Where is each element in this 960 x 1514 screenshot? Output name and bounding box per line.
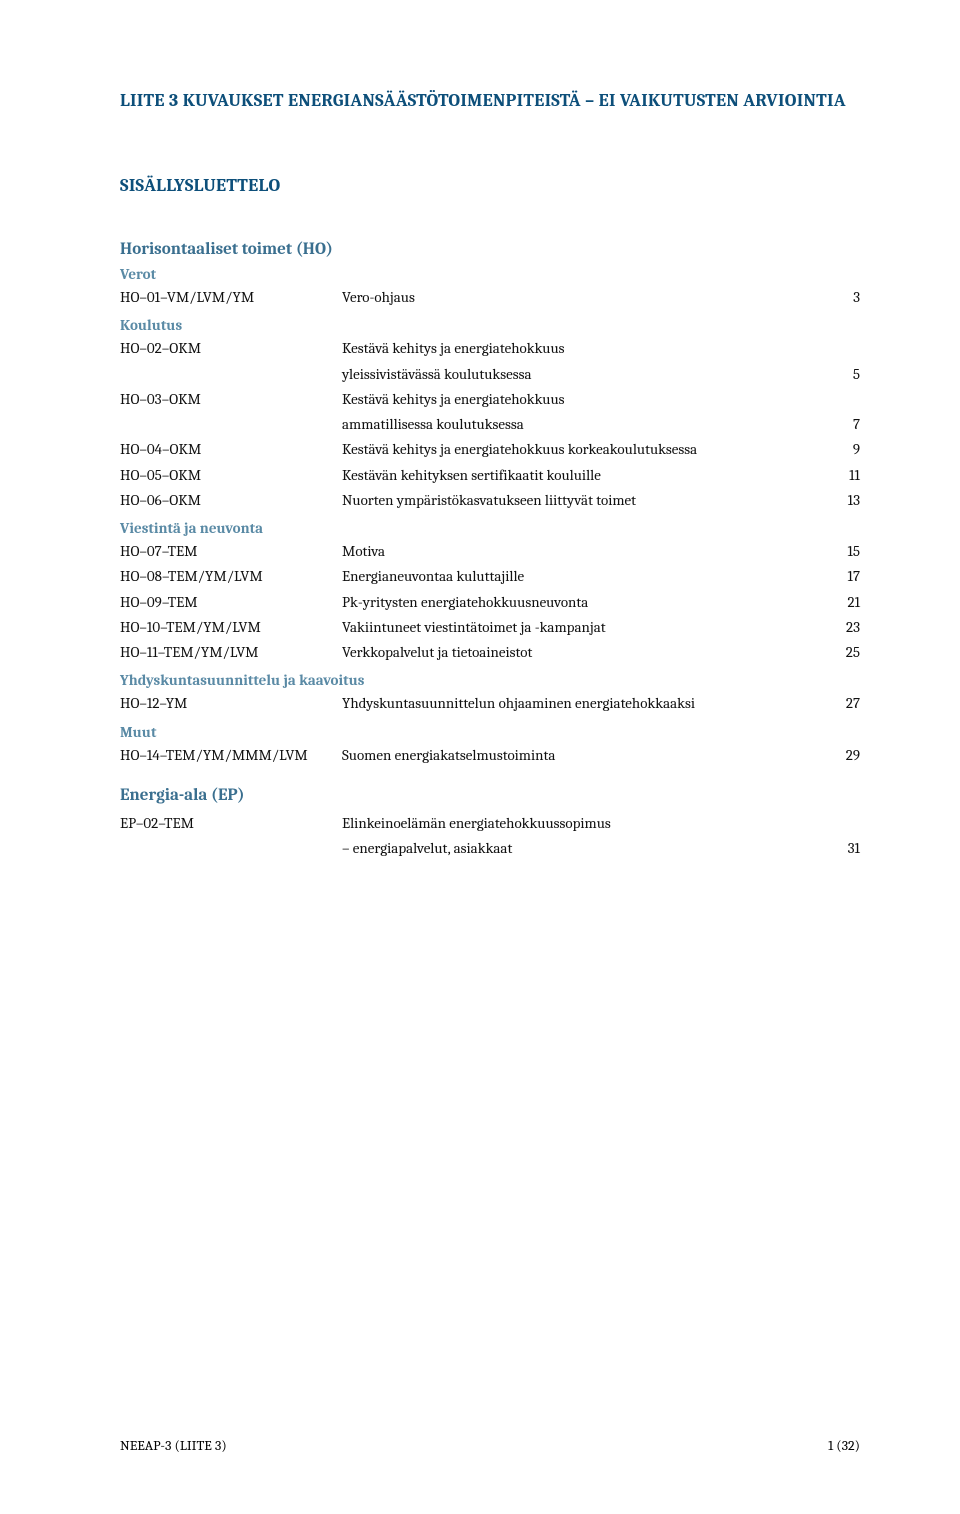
sub-heading: Koulutus	[120, 316, 860, 334]
toc-heading: SISÄLLYSLUETTELO	[120, 175, 860, 196]
toc-code: HO–10–TEM/YM/LVM	[120, 616, 342, 639]
toc-code: HO–12–YM	[120, 692, 342, 715]
toc-row: HO–12–YMYhdyskuntasuunnittelun ohjaamine…	[120, 691, 860, 716]
toc-page: 11	[826, 464, 860, 487]
toc-label: Verkkopalvelut ja tietoaineistot	[342, 641, 826, 664]
toc-label: Vakiintuneet viestintätoimet ja -kampanj…	[342, 616, 826, 639]
toc-page: 15	[826, 540, 860, 563]
toc-page: 9	[826, 438, 860, 461]
toc-row-continuation: ammatillisessa koulutuksessa7	[120, 412, 860, 437]
group-heading: Energia-ala (EP)	[120, 786, 860, 805]
toc-code: HO–02–OKM	[120, 337, 342, 360]
toc-label-line2: ammatillisessa koulutuksessa	[342, 413, 826, 436]
toc-row: HO–03–OKMKestävä kehitys ja energiatehok…	[120, 387, 860, 412]
toc-page: 23	[826, 616, 860, 639]
toc-label: Kestävän kehityksen sertifikaatit koului…	[342, 464, 826, 487]
toc-label-line2: yleissivistävässä koulutuksessa	[342, 363, 826, 386]
sub-heading: Muut	[120, 723, 860, 741]
toc-code: HO–05–OKM	[120, 464, 342, 487]
toc-code: HO–01–VM/LVM/YM	[120, 286, 342, 309]
toc-label: Energianeuvontaa kuluttajille	[342, 565, 826, 588]
toc-page: 3	[826, 286, 860, 309]
page-footer: NEEAP-3 (LIITE 3) 1 (32)	[120, 1437, 860, 1454]
toc-code: HO–06–OKM	[120, 489, 342, 512]
toc-code: HO–09–TEM	[120, 591, 342, 614]
toc-page: 21	[826, 591, 860, 614]
toc-page: 27	[826, 692, 860, 715]
toc-label-line2: – energiapalvelut, asiakkaat	[342, 837, 826, 860]
toc-row-continuation: yleissivistävässä koulutuksessa5	[120, 362, 860, 387]
toc-row: HO–06–OKMNuorten ympäristökasvatukseen l…	[120, 488, 860, 513]
document-title: LIITE 3 KUVAUKSET ENERGIANSÄÄSTÖTOIMENPI…	[120, 90, 860, 111]
toc-page: 7	[826, 413, 860, 436]
toc-code: HO–04–OKM	[120, 438, 342, 461]
toc-code: HO–14–TEM/YM/MMM/LVM	[120, 744, 342, 767]
toc-row: HO–11–TEM/YM/LVMVerkkopalvelut ja tietoa…	[120, 640, 860, 665]
toc-page: 17	[826, 565, 860, 588]
sub-heading: Verot	[120, 265, 860, 283]
toc-page: 5	[826, 363, 860, 386]
toc-page: 29	[826, 744, 860, 767]
toc-label: Pk-yritysten energiatehokkuusneuvonta	[342, 591, 826, 614]
toc-code: HO–03–OKM	[120, 388, 342, 411]
toc-row: HO–05–OKMKestävän kehityksen sertifikaat…	[120, 463, 860, 488]
toc-row: HO–09–TEMPk-yritysten energiatehokkuusne…	[120, 590, 860, 615]
toc-row: EP–02–TEMElinkeinoelämän energiatehokkuu…	[120, 811, 860, 836]
toc-label: Kestävä kehitys ja energiatehokkuus kork…	[342, 438, 826, 461]
toc-label: Motiva	[342, 540, 826, 563]
sub-heading: Viestintä ja neuvonta	[120, 519, 860, 537]
toc-row: HO–01–VM/LVM/YMVero-ohjaus3	[120, 285, 860, 310]
footer-left: NEEAP-3 (LIITE 3)	[120, 1437, 227, 1454]
toc-page: 25	[826, 641, 860, 664]
toc-page: 31	[826, 837, 860, 860]
toc-page: 13	[826, 489, 860, 512]
toc-label: Nuorten ympäristökasvatukseen liittyvät …	[342, 489, 826, 512]
toc-code: HO–07–TEM	[120, 540, 342, 563]
toc-label: Yhdyskuntasuunnittelun ohjaaminen energi…	[342, 692, 826, 715]
toc-code: HO–08–TEM/YM/LVM	[120, 565, 342, 588]
toc-row: HO–10–TEM/YM/LVMVakiintuneet viestintäto…	[120, 615, 860, 640]
toc-label: Elinkeinoelämän energiatehokkuussopimus	[342, 812, 826, 835]
toc-label: Suomen energiakatselmustoiminta	[342, 744, 826, 767]
group-heading: Horisontaaliset toimet (HO)	[120, 240, 860, 259]
footer-right: 1 (32)	[828, 1437, 860, 1454]
toc-label: Kestävä kehitys ja energiatehokkuus	[342, 337, 826, 360]
toc-code: HO–11–TEM/YM/LVM	[120, 641, 342, 664]
toc-row: HO–04–OKMKestävä kehitys ja energiatehok…	[120, 437, 860, 462]
toc-body: Horisontaaliset toimet (HO) Verot HO–01–VM…	[120, 240, 860, 861]
toc-row: HO–07–TEMMotiva15	[120, 539, 860, 564]
toc-row: HO–08–TEM/YM/LVMEnergianeuvontaa kulutta…	[120, 564, 860, 589]
toc-label: Vero-ohjaus	[342, 286, 826, 309]
toc-code: EP–02–TEM	[120, 812, 342, 835]
sub-heading: Yhdyskuntasuunnittelu ja kaavoitus	[120, 671, 860, 689]
toc-label: Kestävä kehitys ja energiatehokkuus	[342, 388, 826, 411]
toc-row-continuation: – energiapalvelut, asiakkaat31	[120, 836, 860, 861]
toc-row: HO–14–TEM/YM/MMM/LVMSuomen energiakatsel…	[120, 743, 860, 768]
toc-row: HO–02–OKMKestävä kehitys ja energiatehok…	[120, 336, 860, 361]
